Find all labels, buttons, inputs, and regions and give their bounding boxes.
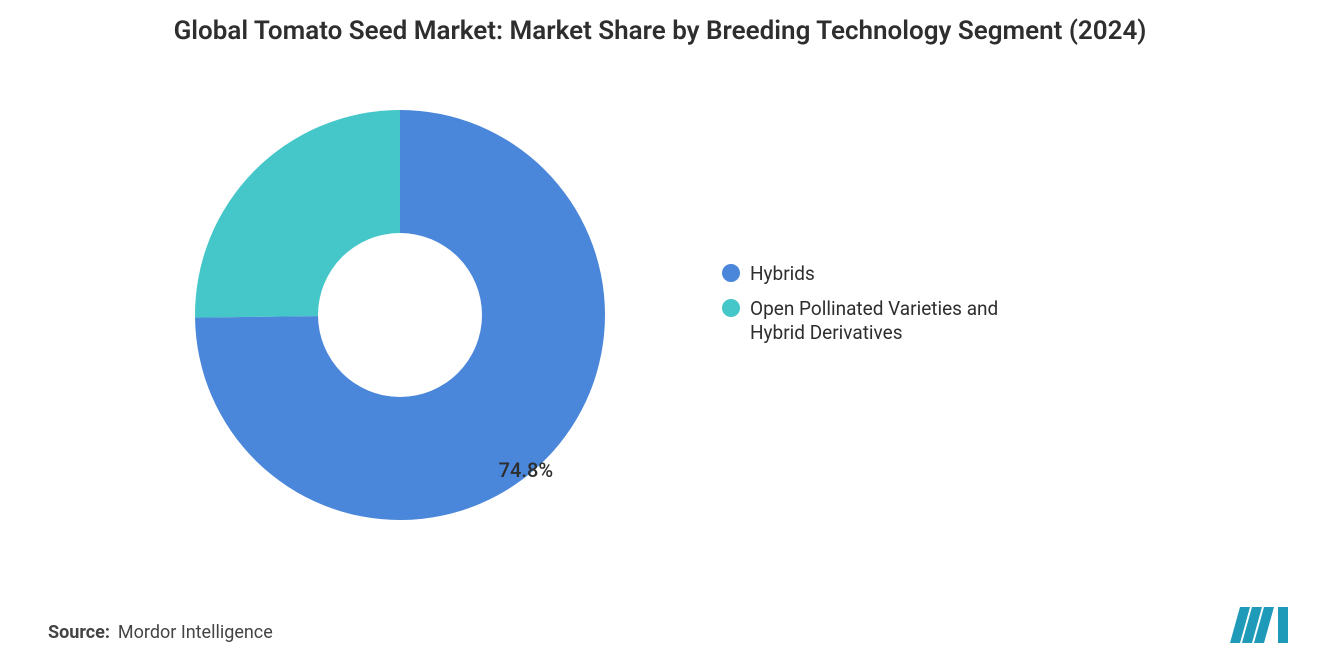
- brand-logo: [1228, 601, 1290, 645]
- legend-swatch: [722, 264, 740, 282]
- legend-label: Hybrids: [750, 262, 815, 287]
- donut-chart: 74.8%: [195, 110, 605, 520]
- source-line: Source: Mordor Intelligence: [48, 622, 273, 643]
- legend-item: Open Pollinated Varieties and Hybrid Der…: [722, 297, 1122, 346]
- legend-swatch: [722, 299, 740, 317]
- chart-title: Global Tomato Seed Market: Market Share …: [0, 14, 1320, 49]
- source-value: Mordor Intelligence: [118, 622, 273, 643]
- legend-label: Open Pollinated Varieties and Hybrid Der…: [750, 297, 1050, 346]
- legend: Hybrids Open Pollinated Varieties and Hyb…: [722, 262, 1122, 356]
- legend-item: Hybrids: [722, 262, 1122, 287]
- source-key: Source:: [48, 622, 110, 643]
- slice-pct-label: 74.8%: [499, 458, 553, 482]
- logo-bar: [1278, 607, 1288, 643]
